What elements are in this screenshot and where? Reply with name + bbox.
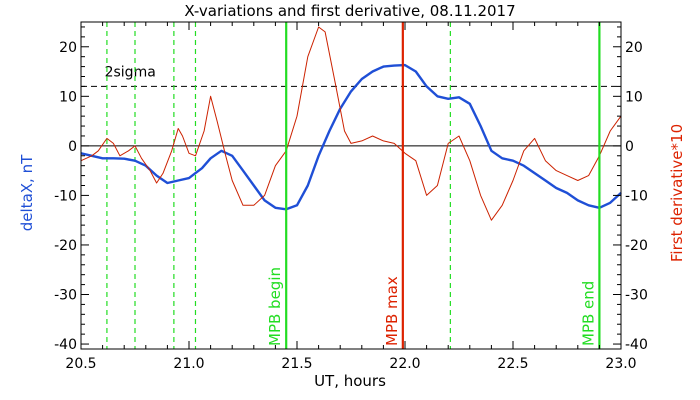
y-tick-label-right-2: 0: [625, 139, 634, 155]
marker-label-2: MPB end: [579, 281, 597, 346]
y-tick-label-left-3: -10: [54, 188, 77, 204]
y-tick-label-right-1: 10: [625, 89, 643, 105]
plot-area: 2sigma MPB begin MPB max MPB end 20.5 21.0 21.…: [54, 21, 648, 372]
y-tick-label-right-3: -10: [625, 188, 648, 204]
marker-label-0: MPB begin: [266, 267, 284, 346]
sigma-label: 2sigma: [105, 64, 156, 80]
x-axis-title: UT, hours: [314, 372, 386, 390]
y-tick-label-right-6: -40: [625, 337, 648, 353]
x-tick-label-4: 22.5: [497, 356, 528, 372]
y-tick-label-right-5: -30: [625, 288, 648, 304]
x-tick-label-0: 20.5: [65, 356, 96, 372]
series-line-0: [80, 63, 622, 211]
series-line-1: [80, 26, 622, 221]
y-tick-label-right-0: 20: [625, 40, 643, 56]
y-tick-label-left-0: 20: [59, 40, 77, 56]
y-tick-label-left-5: -30: [54, 288, 77, 304]
plot-frame: [80, 21, 622, 350]
marker-label-1: MPB max: [383, 276, 401, 346]
y-axis-right-title: First derivative*10: [668, 124, 686, 262]
chart-title: X-variations and first derivative, 08.11…: [184, 2, 515, 20]
x-tick-label-3: 22.0: [389, 356, 420, 372]
y-tick-label-left-2: 0: [68, 139, 77, 155]
y-tick-label-left-4: -20: [54, 238, 77, 254]
y-axis-left-title: deltaX, nT: [18, 154, 36, 231]
y-tick-label-left-6: -40: [54, 337, 77, 353]
y-tick-label-right-4: -20: [625, 238, 648, 254]
x-tick-label-2: 21.5: [281, 356, 312, 372]
x-tick-label-5: 23.0: [605, 356, 636, 372]
y-tick-label-left-1: 10: [59, 89, 77, 105]
x-tick-label-1: 21.0: [173, 356, 204, 372]
